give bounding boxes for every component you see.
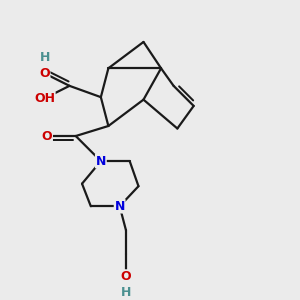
Text: N: N [96, 154, 106, 168]
Text: OH: OH [34, 92, 55, 105]
Text: N: N [115, 200, 125, 213]
Text: O: O [42, 130, 52, 142]
Text: O: O [121, 270, 131, 283]
Text: H: H [121, 286, 131, 299]
Text: O: O [39, 67, 50, 80]
Text: H: H [40, 50, 50, 64]
